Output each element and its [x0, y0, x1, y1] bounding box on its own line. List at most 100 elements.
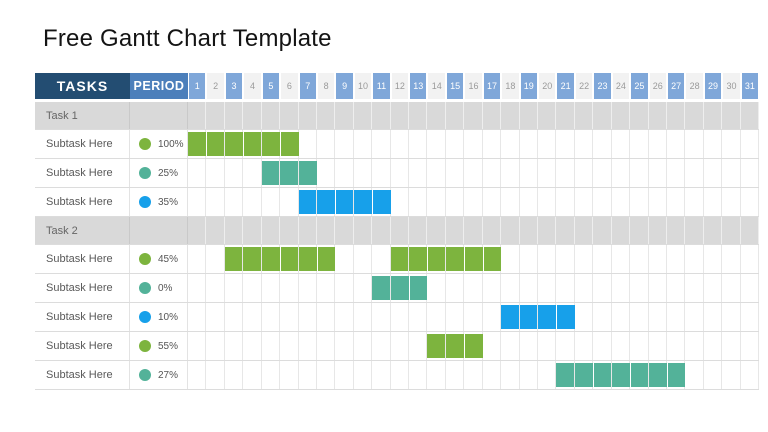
grid-cell: [206, 274, 225, 302]
grid-cell: [741, 274, 760, 302]
grid-cell: [446, 303, 465, 331]
subtask-label: Subtask Here: [35, 188, 130, 216]
grid-cell: [704, 303, 723, 331]
day-header-cell-5: 5: [262, 73, 280, 99]
grid-cell: [409, 361, 428, 389]
day-grid: [188, 188, 760, 216]
grid-cell: [612, 303, 631, 331]
progress-dot-icon: [139, 282, 151, 294]
gantt-bar-segment: [280, 161, 299, 185]
grid-cell: [427, 159, 446, 187]
grid-cell: [225, 102, 244, 129]
grid-cell: [667, 130, 686, 158]
day-header-cell-9: 9: [336, 73, 353, 99]
grid-cell: [556, 188, 575, 216]
grid-cell: [188, 303, 207, 331]
grid-cell: [188, 332, 207, 360]
grid-cell: [556, 361, 575, 389]
grid-cell: [483, 159, 502, 187]
grid-cell: [188, 217, 207, 244]
grid-cell: [612, 159, 631, 187]
grid-cell: [464, 274, 483, 302]
grid-cell: [188, 102, 207, 129]
grid-cell: [354, 102, 373, 129]
grid-cell: [501, 188, 520, 216]
grid-cell: [206, 130, 225, 158]
period-cell: [130, 217, 188, 244]
day-header-cell-18: 18: [502, 73, 519, 99]
day-header-cell-21: 21: [557, 73, 574, 99]
grid-cell: [741, 217, 760, 244]
grid-cell: [520, 159, 539, 187]
grid-cell: [446, 102, 465, 129]
grid-cell: [575, 217, 594, 244]
period-cell: 45%: [130, 245, 188, 273]
grid-cell: [427, 361, 446, 389]
day-header-cell-16: 16: [465, 73, 482, 99]
grid-cell: [704, 361, 723, 389]
grid-cell: [722, 245, 741, 273]
grid-cell: [354, 217, 373, 244]
grid-cell: [391, 217, 410, 244]
day-header-cell-28: 28: [686, 73, 703, 99]
grid-cell: [630, 188, 649, 216]
grid-cell: [520, 303, 539, 331]
grid-cell: [317, 332, 336, 360]
grid-cell: [354, 332, 373, 360]
grid-cell: [262, 188, 281, 216]
gantt-bar-segment: [630, 363, 649, 387]
grid-cell: [372, 102, 391, 129]
gantt-bar-green: [390, 247, 502, 271]
grid-cell: [427, 245, 446, 273]
gantt-bar-segment: [317, 247, 336, 271]
grid-cell: [741, 245, 760, 273]
day-grid: [188, 102, 760, 129]
grid-cell: [335, 102, 354, 129]
page-title: Free Gantt Chart Template: [43, 25, 332, 52]
grid-cell: [741, 102, 760, 129]
grid-cell: [722, 217, 741, 244]
progress-percent: 55%: [158, 340, 179, 352]
grid-cell: [335, 130, 354, 158]
grid-cell: [427, 303, 446, 331]
subtask-label: Subtask Here: [35, 130, 130, 158]
grid-cell: [741, 332, 760, 360]
grid-cell: [520, 274, 539, 302]
grid-cell: [520, 102, 539, 129]
progress-dot-icon: [139, 253, 151, 265]
grid-cell: [354, 274, 373, 302]
day-header-cell-30: 30: [723, 73, 740, 99]
grid-cell: [446, 274, 465, 302]
gantt-bar-teal: [372, 276, 428, 300]
grid-cell: [391, 130, 410, 158]
grid-cell: [299, 274, 317, 302]
day-header-cell-15: 15: [446, 73, 464, 99]
grid-cell: [612, 130, 631, 158]
grid-cell: [501, 159, 520, 187]
grid-cell: [262, 159, 281, 187]
grid-cell: [464, 159, 483, 187]
gantt-bar-green: [427, 334, 483, 358]
grid-cell: [299, 130, 317, 158]
task-row: Subtask Here 0%: [35, 274, 760, 303]
grid-cell: [280, 188, 299, 216]
grid-cell: [372, 361, 391, 389]
section-label: Task 1: [35, 102, 130, 129]
grid-cell: [225, 274, 244, 302]
task-row: Subtask Here 25%: [35, 159, 760, 188]
gantt-bar-segment: [574, 363, 593, 387]
grid-cell: [206, 332, 225, 360]
grid-cell: [483, 361, 502, 389]
grid-cell: [575, 245, 594, 273]
grid-cell: [593, 217, 612, 244]
grid-cell: [593, 332, 612, 360]
grid-cell: [501, 274, 520, 302]
grid-cell: [372, 332, 391, 360]
grid-cell: [630, 245, 649, 273]
gantt-bar-blue: [298, 190, 391, 214]
progress-dot-icon: [139, 311, 151, 323]
gantt-bar-segment: [464, 334, 483, 358]
grid-cell: [704, 130, 723, 158]
grid-cell: [630, 332, 649, 360]
grid-cell: [667, 332, 686, 360]
